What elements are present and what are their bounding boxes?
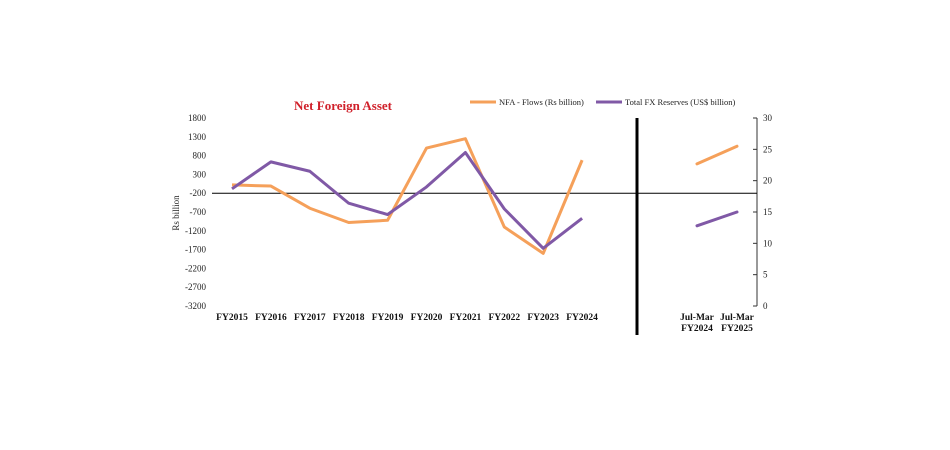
x-category-label: FY2020 bbox=[411, 313, 443, 323]
right-tick-label: 5 bbox=[763, 270, 768, 280]
left-tick-label: 300 bbox=[193, 169, 207, 179]
right-tick-label: 30 bbox=[763, 113, 773, 123]
left-tick-label: -1200 bbox=[185, 226, 206, 236]
right-tick-label: 25 bbox=[763, 144, 773, 154]
x-category-label: FY2017 bbox=[294, 313, 326, 323]
legend-label-fx: Total FX Reserves (US$ billion) bbox=[625, 97, 736, 107]
left-tick-label: 1800 bbox=[188, 113, 207, 123]
x-category-label: FY2018 bbox=[333, 313, 365, 323]
left-tick-label: -700 bbox=[190, 207, 207, 217]
x-category-label: FY2015 bbox=[216, 313, 248, 323]
right-tick-label: 15 bbox=[763, 207, 773, 217]
series-line-fx-reserves-jul-mar bbox=[695, 210, 739, 228]
left-tick-label: 1300 bbox=[188, 132, 207, 142]
series-line-nfa-jul-mar bbox=[695, 144, 739, 166]
chart-title: Net Foreign Asset bbox=[294, 98, 393, 113]
right-tick-label: 0 bbox=[763, 301, 768, 311]
legend: NFA - Flows (Rs billion) Total FX Reserv… bbox=[470, 97, 736, 107]
series-line-nfa bbox=[231, 137, 584, 255]
left-tick-label: -3200 bbox=[185, 301, 206, 311]
series-line-fx-reserves bbox=[231, 150, 584, 250]
legend-label-nfa: NFA - Flows (Rs billion) bbox=[499, 97, 584, 107]
x-category-label: Jul-Mar bbox=[680, 313, 715, 323]
x-category-label: FY2024 bbox=[566, 313, 598, 323]
x-category-label: FY2024 bbox=[681, 324, 713, 334]
x-category-label: FY2023 bbox=[527, 313, 559, 323]
x-category-label: Jul-Mar bbox=[720, 313, 755, 323]
left-tick-label: -1700 bbox=[185, 245, 206, 255]
y-axis-label-left: Rs billion bbox=[171, 195, 181, 231]
x-category-label: FY2016 bbox=[255, 313, 287, 323]
left-tick-label: 800 bbox=[193, 151, 207, 161]
left-tick-label: -2200 bbox=[185, 263, 206, 273]
left-tick-label: -200 bbox=[190, 188, 207, 198]
x-category-label: FY2022 bbox=[488, 313, 520, 323]
left-tick-label: -2700 bbox=[185, 282, 206, 292]
series-layer bbox=[231, 137, 739, 255]
axes: 18001300800300-200-700-1200-1700-2200-27… bbox=[185, 113, 773, 335]
x-category-label: FY2025 bbox=[721, 324, 753, 334]
x-category-label: FY2019 bbox=[372, 313, 404, 323]
right-tick-label: 20 bbox=[763, 176, 773, 186]
right-tick-label: 10 bbox=[763, 238, 773, 248]
x-category-label: FY2021 bbox=[450, 313, 482, 323]
